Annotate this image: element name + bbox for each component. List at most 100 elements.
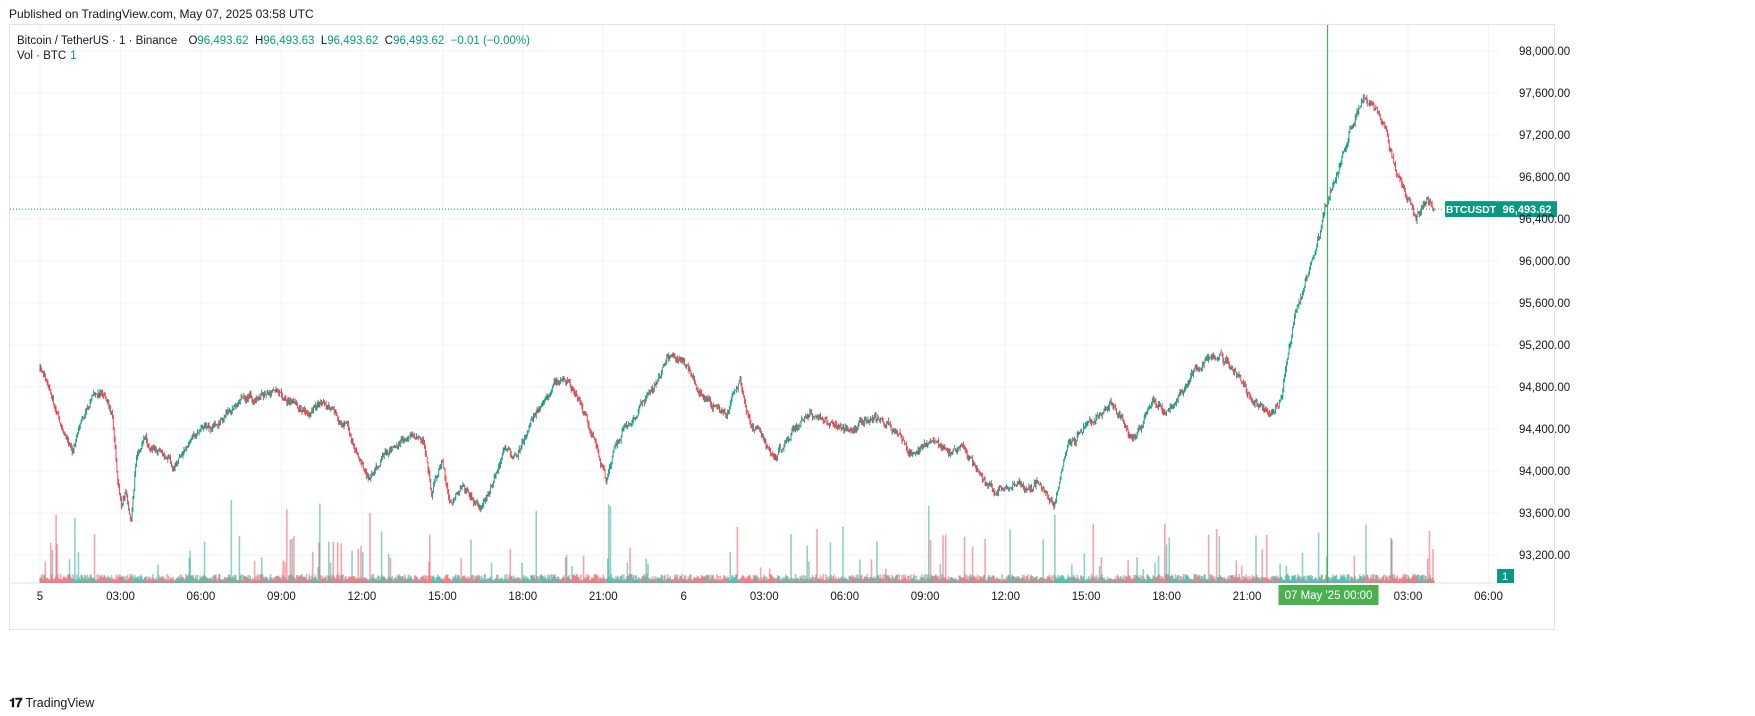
volume-bar bbox=[871, 577, 874, 583]
volume-bar bbox=[808, 561, 810, 583]
chart-frame[interactable] bbox=[9, 24, 1555, 630]
volume-bar bbox=[716, 579, 719, 583]
volume-bar bbox=[113, 579, 116, 583]
volume-bar bbox=[473, 575, 476, 583]
volume-bar bbox=[632, 575, 635, 583]
volume-bar bbox=[737, 580, 740, 583]
volume-bar bbox=[468, 577, 470, 583]
volume-bar bbox=[1174, 574, 1177, 583]
volume-bar bbox=[223, 577, 225, 583]
volume-bar bbox=[217, 577, 219, 583]
volume-bar bbox=[1168, 537, 1171, 583]
volume-bar bbox=[518, 578, 521, 583]
volume-bar bbox=[467, 576, 470, 583]
volume-bar bbox=[361, 552, 364, 583]
volume-bar bbox=[1419, 575, 1422, 583]
volume-bar bbox=[569, 578, 572, 583]
volume-bar bbox=[961, 577, 964, 583]
volume-bar bbox=[572, 575, 574, 583]
volume-bar bbox=[208, 578, 210, 583]
volume-bar bbox=[899, 580, 901, 583]
volume-bar bbox=[1313, 579, 1315, 583]
volume-bar bbox=[556, 579, 558, 583]
volume-label[interactable]: Vol · BTC bbox=[17, 50, 67, 62]
volume-bar bbox=[1417, 574, 1419, 583]
volume-bar bbox=[907, 575, 909, 583]
symbol-badge: BTCUSDT bbox=[1446, 204, 1497, 216]
volume-bar bbox=[443, 579, 445, 583]
volume-bar bbox=[62, 576, 65, 583]
volume-bar bbox=[318, 542, 320, 583]
volume-bar bbox=[142, 579, 144, 583]
volume-bar bbox=[1184, 574, 1187, 583]
volume-bar bbox=[1377, 579, 1380, 583]
volume-bar bbox=[1360, 576, 1363, 583]
volume-bar bbox=[796, 577, 799, 583]
volume-bar bbox=[219, 578, 222, 583]
volume-bar bbox=[690, 574, 692, 583]
volume-bar bbox=[344, 576, 347, 583]
volume-bar bbox=[411, 578, 413, 583]
volume-bar bbox=[990, 576, 993, 583]
volume-bar bbox=[92, 577, 95, 583]
volume-bar bbox=[1051, 575, 1053, 583]
volume-bar bbox=[57, 578, 60, 583]
volume-bar bbox=[508, 574, 511, 583]
volume-bar bbox=[329, 562, 332, 583]
volume-bar bbox=[98, 574, 100, 583]
volume-bar bbox=[566, 577, 569, 583]
volume-bar bbox=[741, 576, 743, 583]
volume-bar bbox=[1189, 579, 1192, 583]
volume-bar bbox=[971, 546, 974, 583]
volume-bar bbox=[858, 578, 860, 583]
volume-bar bbox=[791, 577, 793, 583]
volume-bar bbox=[1223, 578, 1225, 583]
volume-bar bbox=[848, 575, 850, 583]
volume-bar bbox=[1166, 574, 1169, 583]
volume-bar bbox=[351, 550, 353, 583]
volume-bar bbox=[119, 574, 122, 583]
volume-bar bbox=[272, 577, 275, 583]
volume-bar bbox=[324, 577, 327, 583]
volume-bar bbox=[298, 576, 301, 583]
volume-bar bbox=[431, 575, 434, 583]
volume-bar bbox=[893, 577, 896, 583]
volume-bar bbox=[810, 578, 813, 583]
volume-bar bbox=[1299, 576, 1302, 583]
volume-bar bbox=[353, 576, 355, 583]
volume-bar bbox=[1316, 578, 1318, 583]
volume-bar bbox=[758, 577, 760, 583]
volume-bar bbox=[99, 577, 101, 583]
volume-bar bbox=[153, 578, 156, 583]
volume-bar bbox=[237, 580, 240, 583]
volume-bar bbox=[290, 574, 293, 583]
volume-bar bbox=[1052, 580, 1054, 583]
volume-bar bbox=[291, 538, 293, 583]
volume-bar bbox=[606, 578, 608, 583]
volume-bar bbox=[556, 576, 559, 583]
volume-bar bbox=[1240, 565, 1243, 583]
volume-bar bbox=[1341, 576, 1344, 583]
volume-bar bbox=[1428, 530, 1431, 583]
volume-bar bbox=[959, 575, 961, 583]
volume-bar bbox=[612, 577, 614, 583]
volume-bar bbox=[596, 575, 598, 583]
volume-bar bbox=[676, 574, 679, 583]
volume-bar bbox=[446, 573, 449, 583]
tradingview-footer[interactable]: 𝟏𝟕 TradingView bbox=[9, 695, 94, 711]
volume-bar bbox=[449, 579, 452, 583]
volume-bar bbox=[58, 579, 61, 583]
volume-bar bbox=[803, 579, 806, 583]
symbol-name[interactable]: Bitcoin / TetherUS · 1 · Binance bbox=[17, 35, 178, 47]
volume-bar bbox=[1408, 576, 1410, 583]
volume-bar bbox=[806, 545, 808, 583]
volume-bar bbox=[642, 575, 645, 583]
volume-bar bbox=[1083, 553, 1086, 583]
volume-bar bbox=[1039, 577, 1042, 583]
volume-bar bbox=[171, 578, 174, 583]
volume-bar bbox=[1030, 575, 1033, 583]
volume-bar bbox=[1282, 579, 1284, 583]
volume-bar bbox=[532, 576, 535, 583]
volume-bar bbox=[1185, 575, 1188, 583]
